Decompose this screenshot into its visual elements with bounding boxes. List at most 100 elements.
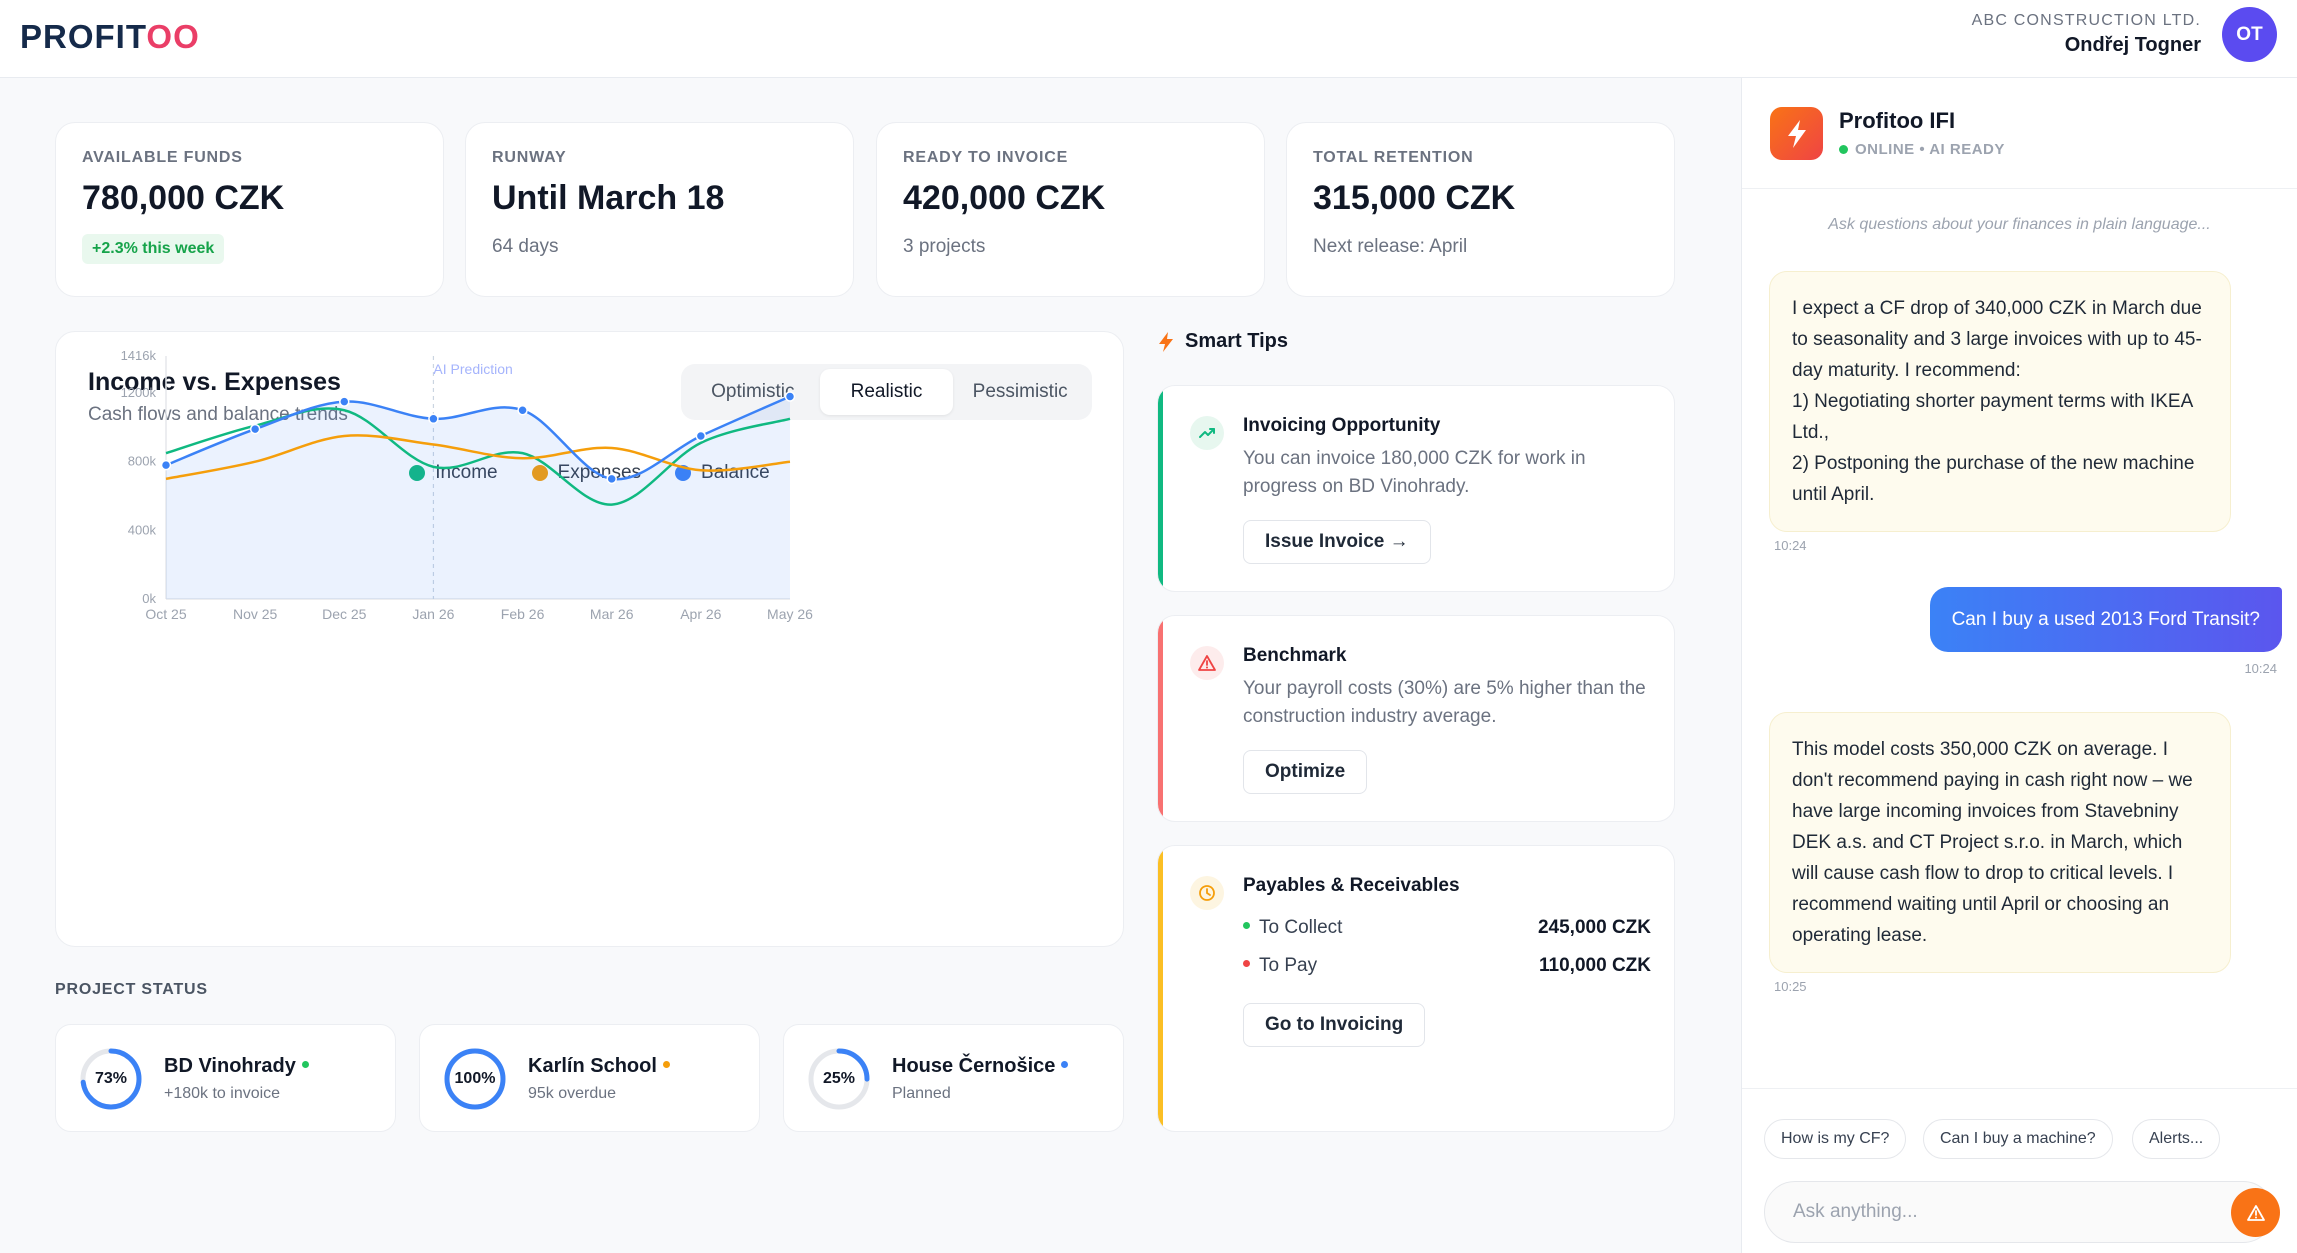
progress-ring: [808, 1048, 870, 1110]
project-card-house-cernosice[interactable]: 25% House Černošice Planned: [783, 1024, 1124, 1132]
to-collect-row: To Collect 245,000 CZK: [1243, 917, 1651, 939]
stat-label: AVAILABLE FUNDS: [82, 149, 243, 166]
project-name-text: House Černošice: [892, 1055, 1056, 1077]
y-tick-label: 1416k: [121, 348, 157, 363]
x-tick-label: Oct 25: [145, 606, 186, 622]
x-tick-label: Mar 26: [590, 606, 634, 622]
y-tick-label: 0k: [142, 591, 156, 606]
y-tick-label: 800k: [128, 454, 157, 469]
cashflow-chart[interactable]: 0k 400k 800k 1200k 1416k Oct 25 Nov 25 Dec 25 Ja…: [56, 332, 1125, 948]
project-status-heading: PROJECT STATUS: [55, 981, 208, 998]
balance-point: [695, 430, 707, 442]
bot-status-text: ONLINE • AI READY: [1855, 141, 2005, 158]
stat-value: Until March 18: [492, 179, 725, 217]
scenario-optimistic[interactable]: Optimistic: [711, 381, 795, 402]
message-time: 10:25: [1774, 979, 1807, 994]
ai-chat-panel: Profitoo IFI ONLINE • AI READY Ask quest…: [1741, 78, 2297, 1253]
progress-ring: [80, 1048, 142, 1110]
to-pay-label: To Pay: [1259, 955, 1318, 976]
tip-text: You can invoice 180,000 CZK for work in …: [1243, 448, 1586, 497]
go-to-invoicing-button[interactable]: Go to Invoicing: [1243, 1003, 1426, 1047]
smart-tips-heading: Smart Tips: [1157, 330, 1288, 353]
tip-title: Benchmark: [1243, 645, 1347, 666]
chat-footer: How is my CF? Can I buy a machine? Alert…: [1742, 1088, 2297, 1253]
to-collect-label-wrap: To Collect: [1243, 917, 1342, 939]
user-message: Can I buy a used 2013 Ford Transit?: [1929, 587, 2282, 652]
balance-point: [339, 396, 350, 407]
stat-card-total-retention: TOTAL RETENTION 315,000 CZK Next release…: [1286, 122, 1675, 297]
stat-card-ready-to-invoice: READY TO INVOICE 420,000 CZK 3 projects: [876, 122, 1265, 297]
legend-dot: [531, 465, 548, 481]
logo-text-main: PROFIT: [20, 18, 147, 55]
stat-card-runway: RUNWAY Until March 18 64 days: [465, 122, 854, 297]
to-pay-row: To Pay 110,000 CZK: [1243, 955, 1651, 977]
tip-accent-bar: [1158, 616, 1163, 821]
x-tick-label: Apr 26: [680, 606, 721, 622]
x-tick-label: May 26: [767, 606, 813, 622]
account-info: ABC CONSTRUCTION LTD. Ondřej Togner: [1972, 12, 2201, 57]
ai-prediction-label: AI Prediction: [433, 361, 512, 377]
bot-status: ONLINE • AI READY: [1839, 141, 2005, 158]
stat-value: 780,000 CZK: [82, 179, 285, 217]
x-tick-label: Feb 26: [501, 606, 545, 622]
scenario-switch: Optimistic Realistic Pessimistic: [681, 364, 1092, 420]
app-logo[interactable]: PROFITOO: [20, 18, 200, 56]
quick-reply-alerts[interactable]: Alerts...: [2132, 1119, 2221, 1159]
stat-label: RUNWAY: [492, 149, 567, 166]
message-text: This model costs 350,000 CZK on average.…: [1792, 739, 2193, 946]
status-dot: [1243, 922, 1250, 930]
series-line-balance: [165, 395, 791, 481]
stat-sub: 3 projects: [903, 236, 986, 257]
trend-up-icon: [1190, 416, 1224, 450]
progress-percent: 25%: [822, 1070, 856, 1087]
warning-icon: [1190, 646, 1224, 680]
to-pay-label-wrap: To Pay: [1243, 955, 1317, 977]
scenario-pessimistic[interactable]: Pessimistic: [972, 381, 1068, 402]
project-card-karlin-school[interactable]: 100% Karlín School 95k overdue: [419, 1024, 760, 1132]
project-card-bd-vinohrady[interactable]: 73% BD Vinohrady +180k to invoice: [55, 1024, 396, 1132]
legend-item-expenses[interactable]: Expenses: [531, 462, 642, 484]
status-dot: [1061, 1061, 1069, 1069]
project-name: Karlín School: [528, 1055, 670, 1078]
tip-card-benchmark: Benchmark Your payroll costs (30%) are 5…: [1157, 615, 1675, 822]
top-header: PROFITOO ABC CONSTRUCTION LTD. Ondřej To…: [0, 0, 2297, 78]
stat-label: TOTAL RETENTION: [1313, 149, 1474, 166]
chat-input[interactable]: [1764, 1181, 2274, 1243]
y-tick-label: 400k: [128, 522, 157, 537]
x-tick-label: Jan 26: [412, 606, 454, 622]
balance-point: [784, 391, 796, 402]
balance-point: [606, 473, 617, 485]
chart-title: Income vs. Expenses: [88, 368, 341, 396]
x-tick-label: Nov 25: [233, 606, 278, 622]
avatar[interactable]: OT: [2222, 7, 2277, 62]
quick-reply-cf[interactable]: How is my CF?: [1764, 1119, 1907, 1159]
stat-card-available-funds: AVAILABLE FUNDS 780,000 CZK +2.3% this w…: [55, 122, 444, 297]
series-line-income: [165, 407, 791, 506]
tip-accent-bar: [1158, 386, 1163, 591]
stat-sub: Next release: April: [1313, 236, 1468, 257]
balance-area: [166, 396, 790, 599]
bolt-icon: [1770, 107, 1823, 160]
trend-badge: +2.3% this week: [82, 234, 225, 264]
project-name: House Černošice: [892, 1055, 1069, 1078]
issue-invoice-button[interactable]: Issue Invoice →: [1243, 520, 1431, 564]
y-tick-label: 1200k: [121, 385, 157, 400]
tip-card-invoicing: Invoicing Opportunity You can invoice 18…: [1157, 385, 1675, 592]
optimize-button[interactable]: Optimize: [1243, 750, 1368, 794]
tip-title: Payables & Receivables: [1243, 875, 1460, 896]
online-dot: [1839, 145, 1848, 154]
legend-label: Expenses: [557, 462, 642, 483]
company-name: ABC CONSTRUCTION LTD.: [1971, 12, 2201, 29]
send-button[interactable]: [2231, 1188, 2280, 1237]
balance-point: [428, 413, 439, 425]
series-line-expenses: [165, 434, 791, 481]
logo-text-accent: OO: [146, 18, 200, 55]
stat-value: 420,000 CZK: [903, 179, 1106, 217]
quick-reply-machine[interactable]: Can I buy a machine?: [1923, 1119, 2113, 1159]
status-dot: [662, 1061, 670, 1069]
chat-header: Profitoo IFI ONLINE • AI READY: [1742, 78, 2297, 189]
project-name: BD Vinohrady: [164, 1055, 309, 1078]
clock-icon: [1190, 876, 1224, 910]
stat-sub: 64 days: [492, 236, 559, 257]
scenario-realistic[interactable]: Realistic: [819, 369, 954, 415]
